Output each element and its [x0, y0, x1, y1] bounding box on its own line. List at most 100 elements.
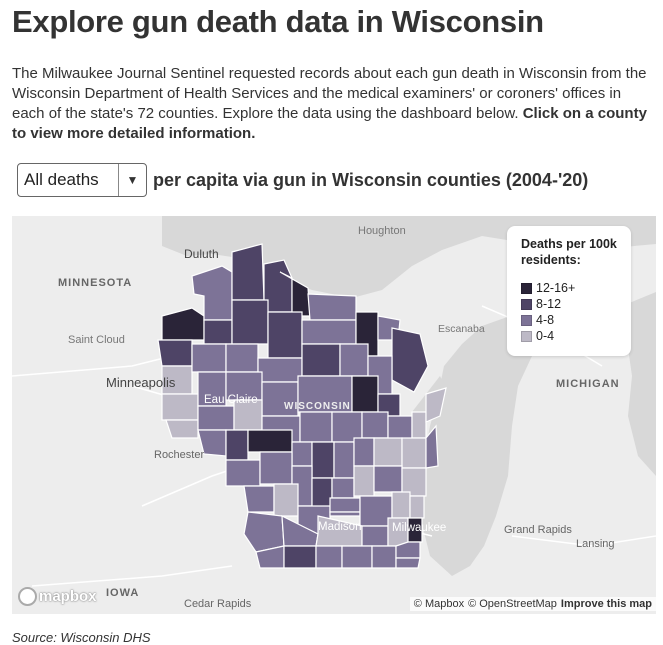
label-cedar-rapids: Cedar Rapids — [184, 598, 252, 610]
county[interactable] — [333, 441, 355, 479]
mapbox-logo[interactable]: mapbox — [18, 587, 97, 606]
county[interactable] — [243, 485, 275, 513]
label-duluth: Duluth — [184, 247, 219, 261]
label-michigan: MICHIGAN — [556, 378, 620, 390]
county[interactable] — [225, 343, 259, 373]
county[interactable] — [395, 557, 421, 569]
label-eau-claire: Eau Claire — [204, 394, 258, 406]
county[interactable] — [283, 545, 317, 569]
attribution-osm-link[interactable]: © OpenStreetMap — [468, 598, 557, 610]
county[interactable] — [411, 411, 427, 439]
label-wisconsin: WISCONSIN — [284, 401, 351, 412]
metric-select-value: All deaths — [24, 170, 99, 189]
county[interactable] — [259, 451, 293, 485]
metric-suffix: per capita via gun in Wisconsin counties… — [153, 169, 589, 190]
county[interactable] — [301, 319, 357, 345]
county[interactable] — [373, 465, 403, 493]
label-madison: Madison — [318, 521, 361, 533]
county[interactable] — [401, 467, 427, 497]
legend-item: 12-16+ — [521, 280, 617, 296]
county[interactable] — [331, 477, 355, 499]
counties[interactable] — [157, 243, 447, 569]
intro-cta: Click on a county to view more detailed … — [12, 105, 647, 142]
metric-control: All deaths ▼ per capita via gun in Wisco… — [17, 163, 588, 197]
county[interactable] — [361, 411, 389, 439]
county[interactable] — [273, 483, 299, 517]
county[interactable] — [267, 311, 303, 359]
county[interactable] — [225, 429, 249, 461]
legend-label: 12-16+ — [536, 281, 576, 295]
county[interactable] — [225, 459, 261, 487]
label-houghton: Houghton — [358, 225, 406, 237]
legend-swatch — [521, 298, 532, 310]
county[interactable] — [425, 387, 447, 423]
legend-label: 8-12 — [536, 297, 562, 311]
county[interactable] — [165, 419, 199, 439]
chevron-down-icon[interactable]: ▼ — [118, 164, 146, 196]
county[interactable] — [291, 441, 313, 467]
map-attribution: © Mapbox © OpenStreetMap Improve this ma… — [409, 597, 656, 611]
county[interactable] — [161, 393, 199, 421]
improve-map-link[interactable]: Improve this map — [560, 598, 652, 610]
county[interactable] — [257, 357, 303, 383]
metric-select[interactable]: All deaths ▼ — [17, 163, 147, 197]
county[interactable] — [395, 541, 421, 559]
county[interactable] — [247, 429, 293, 453]
county[interactable] — [311, 441, 335, 479]
county[interactable] — [361, 525, 389, 547]
lake-michigan — [420, 316, 532, 576]
county[interactable] — [359, 495, 393, 527]
source-note: Source: Wisconsin DHS — [12, 630, 151, 645]
county[interactable] — [353, 437, 375, 467]
legend-label: 0-4 — [536, 329, 555, 343]
label-saint-cloud: Saint Cloud — [68, 334, 125, 346]
county[interactable] — [387, 415, 413, 441]
label-minneapolis: Minneapolis — [106, 375, 176, 390]
county[interactable] — [231, 243, 265, 301]
label-lansing: Lansing — [576, 538, 615, 550]
county[interactable] — [315, 545, 343, 569]
legend-item: 0-4 — [521, 328, 617, 344]
intro-text: The Milwaukee Journal Sentinel requested… — [12, 65, 647, 122]
legend-label: 4-8 — [536, 313, 555, 327]
legend-title: Deaths per 100k residents: — [521, 237, 617, 267]
county[interactable] — [371, 545, 397, 569]
page-title: Explore gun death data in Wisconsin — [12, 4, 544, 39]
label-iowa: IOWA — [106, 587, 139, 599]
mapbox-logo-text: mapbox — [39, 588, 97, 605]
county[interactable] — [299, 411, 333, 443]
county[interactable] — [197, 405, 235, 431]
county[interactable] — [231, 299, 269, 345]
county[interactable] — [339, 343, 369, 377]
attribution-mapbox-link[interactable]: © Mapbox — [413, 598, 465, 610]
county[interactable] — [351, 375, 379, 413]
label-rochester: Rochester — [154, 449, 204, 461]
county[interactable] — [407, 517, 423, 543]
map-legend: Deaths per 100k residents: 12-16+ 8-12 4… — [507, 226, 631, 356]
label-escanaba: Escanaba — [438, 323, 485, 335]
county[interactable] — [425, 424, 439, 469]
intro-paragraph: The Milwaukee Journal Sentinel requested… — [12, 64, 652, 144]
label-grand-rapids: Grand Rapids — [504, 524, 572, 536]
county[interactable] — [157, 339, 193, 367]
county[interactable] — [301, 343, 341, 377]
county[interactable] — [329, 497, 361, 513]
county[interactable] — [409, 495, 425, 519]
legend-item: 4-8 — [521, 312, 617, 328]
county[interactable] — [373, 437, 403, 467]
mapbox-logo-icon — [18, 587, 37, 606]
legend-swatch — [521, 314, 532, 326]
county[interactable] — [353, 465, 375, 497]
legend-swatch — [521, 282, 532, 294]
county[interactable] — [203, 319, 233, 345]
county[interactable] — [391, 491, 411, 519]
county[interactable] — [401, 437, 427, 469]
label-milwaukee: Milwaukee — [392, 522, 446, 534]
legend-item: 8-12 — [521, 296, 617, 312]
county[interactable] — [191, 343, 227, 373]
legend-swatch — [521, 330, 532, 342]
county[interactable] — [341, 545, 373, 569]
county[interactable] — [329, 511, 361, 517]
county[interactable] — [307, 293, 357, 321]
place-labels: Houghton Duluth MINNESOTA Saint Cloud Mi… — [58, 225, 620, 610]
